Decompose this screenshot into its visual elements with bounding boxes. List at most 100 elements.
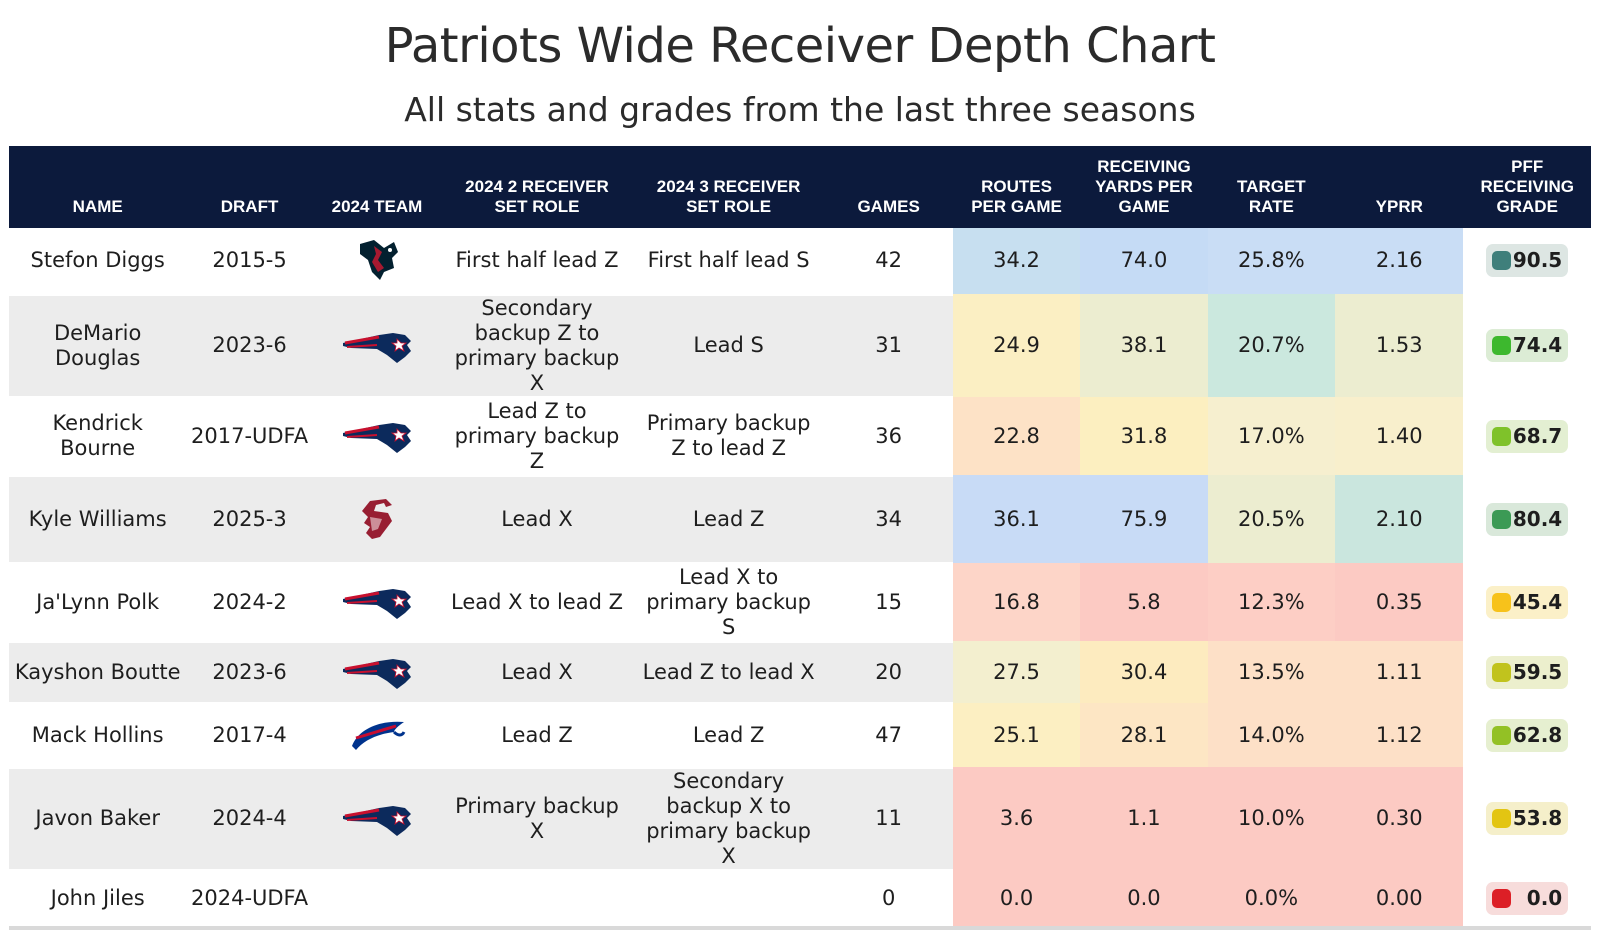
yards-per-game-cell: 0.0 <box>1080 870 1208 930</box>
grade-value: 53.8 <box>1512 806 1563 830</box>
routes-per-game-cell: 16.8 <box>952 563 1081 641</box>
yards-per-game-cell: 75.9 <box>1080 475 1208 563</box>
role-2wr-cell: Primary backup X <box>441 767 633 872</box>
column-header-target-rate[interactable]: TARGET RATE <box>1237 177 1306 216</box>
header-row: NAME DRAFT 2024 TEAM 2024 2 RECEIVER SET… <box>9 146 1591 228</box>
grade-badge: 68.7 <box>1486 419 1569 453</box>
grade-cell: 53.8 <box>1463 767 1591 872</box>
grade-cell: 90.5 <box>1463 228 1591 296</box>
team-logo-cell <box>312 870 442 930</box>
grade-value: 90.5 <box>1512 247 1563 272</box>
routes-per-game-cell: 22.8 <box>952 397 1081 475</box>
bills-logo <box>350 720 406 752</box>
player-name-cell: John Jiles <box>9 870 187 930</box>
player-name-cell: Stefon Diggs <box>9 228 187 296</box>
routes-per-game-cell: 3.6 <box>952 767 1081 870</box>
grade-color-square <box>1492 336 1512 355</box>
grade-cell: 0.0 <box>1463 870 1591 930</box>
role-2wr-cell: Lead X <box>441 475 633 565</box>
patriots-logo <box>341 331 413 364</box>
games-cell: 0 <box>824 870 953 930</box>
table-row: Kendrick Bourne 2017-UDFA Lead Z to primar… <box>9 397 1591 477</box>
yprr-cell: 1.40 <box>1335 397 1464 475</box>
column-header-games[interactable]: GAMES <box>857 197 920 216</box>
grade-value: 62.8 <box>1512 722 1563 747</box>
role-3wr-cell: Lead Z <box>632 475 825 565</box>
player-name-cell: Kayshon Boutte <box>9 641 187 705</box>
yprr-cell: 1.12 <box>1335 703 1464 767</box>
grade-cell: 80.4 <box>1463 475 1591 565</box>
patriots-logo <box>341 421 413 455</box>
role-3wr-cell: Lead X to primary backup S <box>632 563 825 643</box>
role-2wr-cell: Lead Z to primary backup Z <box>441 397 633 477</box>
routes-per-game-cell: 27.5 <box>952 641 1081 703</box>
column-header-team[interactable]: 2024 TEAM <box>331 197 423 216</box>
grade-color-square <box>1492 250 1512 270</box>
draft-cell: 2023-6 <box>186 294 313 399</box>
routes-per-game-cell: 36.1 <box>952 475 1081 563</box>
team-logo-cell <box>312 641 442 705</box>
table-row: Javon Baker 2024-4 Primary backup X Seconda… <box>9 767 1591 872</box>
role-3wr-cell: Lead Z <box>632 703 825 769</box>
yards-per-game-cell: 30.4 <box>1080 641 1208 703</box>
grade-badge: 59.5 <box>1486 655 1569 689</box>
chart-title: Patriots Wide Receiver Depth Chart <box>384 18 1216 74</box>
column-header-role2[interactable]: 2024 2 RECEIVER SET ROLE <box>465 177 609 216</box>
target-rate-cell: 25.8% <box>1207 228 1336 294</box>
yards-per-game-cell: 1.1 <box>1080 767 1208 870</box>
target-rate-cell: 12.3% <box>1207 563 1336 641</box>
table-row: Ja'Lynn Polk 2024-2 Lead X to lead Z Lead X… <box>9 563 1591 643</box>
column-header-grade[interactable]: PFF RECEIVING GRADE <box>1480 157 1574 216</box>
grade-badge: 90.5 <box>1486 243 1569 277</box>
grade-color-square <box>1492 426 1512 446</box>
column-header-yprr[interactable]: YPRR <box>1375 197 1423 216</box>
team-logo-cell <box>312 294 442 399</box>
games-cell: 42 <box>824 228 953 296</box>
patriots-logo <box>341 657 413 691</box>
routes-per-game-cell: 25.1 <box>952 703 1081 767</box>
role-3wr-cell: Lead Z to lead X <box>632 641 825 705</box>
draft-cell: 2024-4 <box>186 767 313 872</box>
routes-per-game-cell: 34.2 <box>952 228 1081 294</box>
table-row: Kyle Williams 2025-3 Lead X Lead Z 34 36.1 75.… <box>9 475 1591 565</box>
grade-color-square <box>1492 725 1512 745</box>
role-3wr-cell: First half lead S <box>632 228 825 296</box>
player-name-cell: Mack Hollins <box>9 703 187 769</box>
column-header-ypg[interactable]: RECEIVING YARDS PER GAME <box>1095 157 1193 216</box>
column-header-draft[interactable]: DRAFT <box>220 197 279 216</box>
grade-value: 80.4 <box>1512 506 1563 531</box>
yards-per-game-cell: 74.0 <box>1080 228 1208 294</box>
role-2wr-cell <box>441 870 633 930</box>
table-row: DeMario Douglas 2023-6 Secondary backup Z … <box>9 294 1591 399</box>
games-cell: 20 <box>824 641 953 705</box>
draft-cell: 2024-2 <box>186 563 313 643</box>
team-logo-cell <box>312 767 442 872</box>
yards-per-game-cell: 28.1 <box>1080 703 1208 767</box>
games-cell: 31 <box>824 294 953 399</box>
team-logo-cell <box>312 397 442 477</box>
column-header-role3[interactable]: 2024 3 RECEIVER SET ROLE <box>656 177 801 216</box>
player-name-cell: Kendrick Bourne <box>9 397 187 477</box>
grade-color-square <box>1492 889 1512 909</box>
table-row: Stefon Diggs 2015-5 First half lead Z First… <box>9 228 1591 296</box>
routes-per-game-cell: 24.9 <box>952 294 1081 397</box>
role-2wr-cell: Lead X <box>441 641 633 705</box>
role-2wr-cell: Secondary backup Z to primary backup X <box>441 294 633 399</box>
patriots-logo <box>341 804 413 837</box>
table-row: Mack Hollins 2017-4 Lead Z Lead Z 47 25.1 28.1… <box>9 703 1591 769</box>
yards-per-game-cell: 31.8 <box>1080 397 1208 475</box>
player-name-cell: Ja'Lynn Polk <box>9 563 187 643</box>
yprr-cell: 2.10 <box>1335 475 1464 563</box>
column-header-routes[interactable]: ROUTES PER GAME <box>971 177 1062 216</box>
grade-badge: 74.4 <box>1486 329 1569 362</box>
column-header-name[interactable]: NAME <box>72 197 123 216</box>
chart-subtitle: All stats and grades from the last three… <box>404 90 1196 129</box>
grade-value: 45.4 <box>1512 589 1563 614</box>
grade-color-square <box>1492 809 1512 828</box>
role-3wr-cell: Primary backup Z to lead Z <box>632 397 825 477</box>
grade-cell: 74.4 <box>1463 294 1591 399</box>
texans-logo <box>359 240 398 281</box>
grade-badge: 62.8 <box>1486 718 1569 752</box>
draft-cell: 2017-UDFA <box>186 397 313 477</box>
wsu-logo <box>361 499 392 539</box>
